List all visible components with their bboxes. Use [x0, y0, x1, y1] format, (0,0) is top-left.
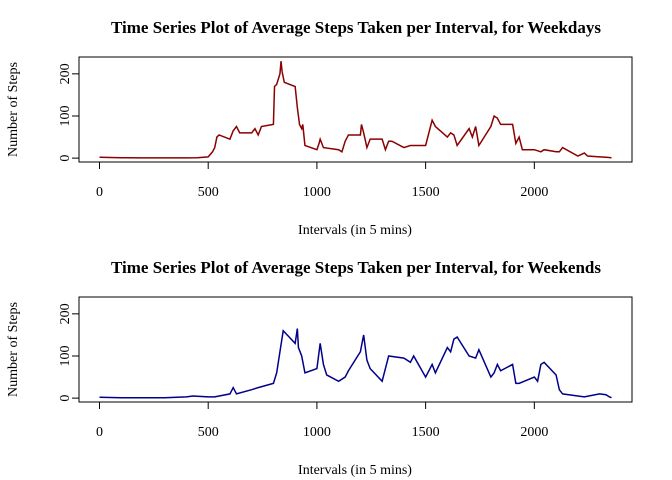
x-tick-label: 1500 — [412, 185, 440, 200]
x-tick-label: 1500 — [412, 425, 440, 440]
y-axis-label: Number of Steps — [6, 302, 21, 397]
y-tick-label: 0 — [58, 395, 73, 402]
x-axis-label: Intervals (in 5 mins) — [298, 463, 412, 478]
data-line — [99, 328, 612, 399]
x-tick-label: 500 — [198, 425, 219, 440]
x-tick-label: 1000 — [303, 425, 331, 440]
y-tick-label: 100 — [58, 105, 73, 126]
x-tick-label: 1000 — [303, 185, 331, 200]
x-tick-label: 500 — [198, 185, 219, 200]
y-axis-label: Number of Steps — [6, 62, 21, 157]
x-tick-label: 2000 — [520, 185, 548, 200]
x-tick-label: 0 — [96, 185, 103, 200]
x-tick-label: 0 — [96, 425, 103, 440]
x-axis-label: Intervals (in 5 mins) — [298, 223, 412, 238]
y-tick-label: 100 — [58, 345, 73, 366]
chart-title: Time Series Plot of Average Steps Taken … — [111, 258, 601, 277]
data-line — [99, 61, 612, 159]
y-tick-label: 200 — [58, 63, 73, 84]
y-tick-label: 200 — [58, 303, 73, 324]
chart-title: Time Series Plot of Average Steps Taken … — [111, 18, 601, 37]
x-tick-label: 2000 — [520, 425, 548, 440]
plot-frame — [78, 56, 633, 163]
plot-frame — [78, 296, 633, 403]
y-tick-label: 0 — [58, 155, 73, 162]
